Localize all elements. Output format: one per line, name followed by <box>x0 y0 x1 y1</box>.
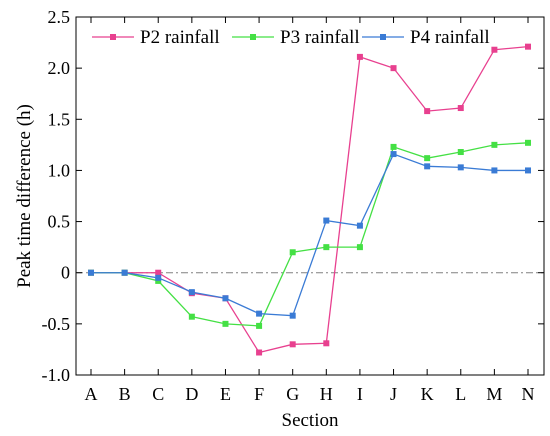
series-line <box>91 46 529 354</box>
x-tick-label: B <box>119 384 131 404</box>
x-tick-label: F <box>254 384 264 404</box>
x-tick-label: C <box>152 384 164 404</box>
legend-marker <box>250 34 256 40</box>
y-tick-label: 1.0 <box>48 160 71 180</box>
y-tick-label: 2.5 <box>48 7 71 27</box>
x-tick-label: N <box>522 384 535 404</box>
series-layer <box>88 43 531 356</box>
legend-item: P2 rainfall <box>92 27 220 48</box>
data-point-marker <box>289 341 296 348</box>
data-point-marker <box>88 269 94 276</box>
data-point-marker <box>525 43 531 50</box>
x-tick-label: A <box>85 384 98 404</box>
legend: P2 rainfall P3 rainfall P4 rainfall <box>92 27 490 48</box>
y-tick-label: 0 <box>61 263 70 283</box>
data-point-marker <box>155 269 162 276</box>
data-point-marker <box>155 274 162 281</box>
y-axis: -1.0 -0.5 0 0.5 1.0 1.5 2.0 2.5 <box>42 7 544 385</box>
x-tick-label: E <box>220 384 231 404</box>
data-point-marker <box>289 249 296 256</box>
data-point-marker <box>390 143 397 150</box>
data-point-marker <box>289 312 296 319</box>
data-point-marker <box>457 164 464 171</box>
series-1 <box>88 43 531 356</box>
data-point-marker <box>323 340 330 347</box>
y-tick-label: 2.0 <box>48 58 71 78</box>
y-axis-title: Peak time difference (h) <box>14 104 35 288</box>
data-point-marker <box>188 313 195 320</box>
data-point-marker <box>356 53 363 60</box>
data-point-marker <box>222 295 229 302</box>
plot-frame <box>75 16 545 376</box>
data-point-marker <box>121 269 128 276</box>
y-tick-label: -0.5 <box>42 314 71 334</box>
x-axis-title: Section <box>282 410 339 431</box>
data-point-marker <box>155 277 162 284</box>
legend-label: P2 rainfall <box>140 27 220 48</box>
data-point-marker <box>256 322 263 329</box>
y-tick-label: -1.0 <box>42 365 71 385</box>
x-tick-label: J <box>390 384 397 404</box>
data-point-marker <box>323 244 330 251</box>
legend-item: P4 rainfall <box>362 27 490 48</box>
legend-item: P3 rainfall <box>232 27 360 48</box>
series-line <box>91 142 529 327</box>
data-point-marker <box>256 310 263 317</box>
x-tick-label: K <box>421 384 434 404</box>
data-point-marker <box>424 108 431 115</box>
y-tick-label: 1.5 <box>48 109 71 129</box>
data-point-marker <box>424 163 431 170</box>
data-point-marker <box>390 65 397 72</box>
data-point-marker <box>457 105 464 112</box>
data-point-marker <box>323 217 330 224</box>
data-point-marker <box>222 320 229 327</box>
data-point-marker <box>457 149 464 156</box>
x-tick-label: H <box>320 384 333 404</box>
data-point-marker <box>188 289 195 296</box>
legend-label: P4 rainfall <box>410 27 490 48</box>
x-tick-label: D <box>185 384 198 404</box>
legend-marker <box>380 34 386 40</box>
data-point-marker <box>424 155 431 162</box>
data-point-marker <box>356 244 363 251</box>
x-tick-label: L <box>455 384 466 404</box>
data-point-marker <box>491 141 498 148</box>
x-tick-label: M <box>486 384 502 404</box>
legend-marker <box>110 34 116 40</box>
series-line <box>91 153 528 317</box>
data-point-marker <box>525 139 531 146</box>
y-tick-label: 0.5 <box>48 212 71 232</box>
data-point-marker <box>256 349 263 356</box>
x-tick-label: I <box>357 384 363 404</box>
series-3 <box>88 151 531 319</box>
data-point-marker <box>491 46 498 53</box>
data-point-marker <box>356 222 363 229</box>
legend-label: P3 rainfall <box>280 27 360 48</box>
x-tick-label: G <box>286 384 299 404</box>
data-point-marker <box>491 167 498 174</box>
data-point-marker <box>390 151 397 158</box>
data-point-marker <box>525 167 531 174</box>
